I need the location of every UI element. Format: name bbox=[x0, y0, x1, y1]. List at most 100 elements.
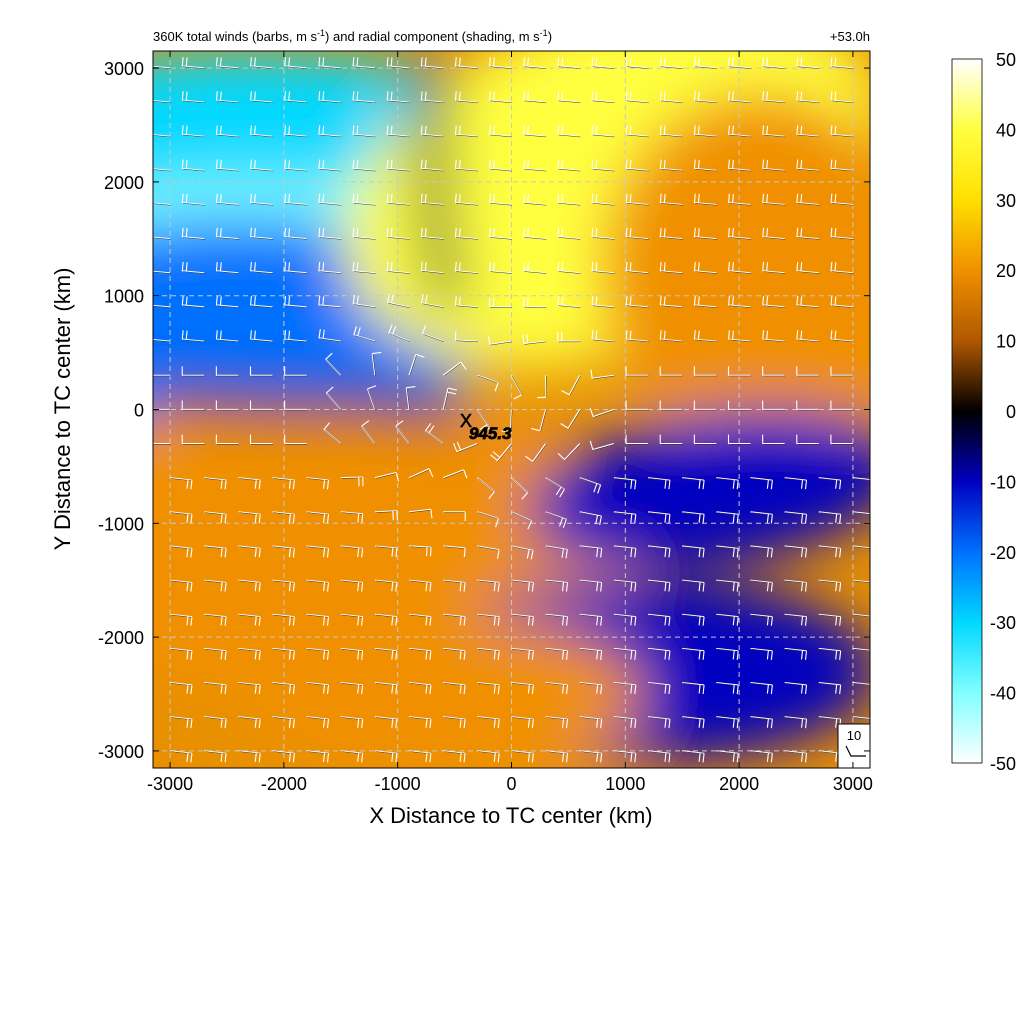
wind-barb bbox=[489, 125, 513, 138]
x-tick-label: -3000 bbox=[147, 774, 193, 794]
wind-barb bbox=[647, 750, 671, 763]
wind-barb bbox=[238, 613, 261, 626]
wind-barb bbox=[613, 545, 637, 558]
wind-barb bbox=[728, 193, 752, 206]
colorbar-tick-label: 30 bbox=[996, 191, 1016, 211]
wind-barb bbox=[340, 476, 364, 487]
wind-barb bbox=[830, 227, 854, 240]
wind-barb bbox=[454, 227, 478, 240]
wind-barb bbox=[420, 91, 444, 104]
wind-barb bbox=[796, 57, 820, 69]
y-axis: -3000 -2000 -1000 0 1000 2000 3000 bbox=[98, 59, 870, 762]
wind-barb bbox=[830, 125, 854, 138]
wind-barb bbox=[557, 159, 581, 172]
wind-barb bbox=[238, 579, 261, 592]
wind-barb bbox=[284, 400, 308, 411]
wind-barb bbox=[728, 91, 752, 104]
wind-barb bbox=[728, 296, 752, 308]
wind-barb bbox=[591, 227, 615, 240]
wind-barb bbox=[613, 716, 637, 729]
wind-barb bbox=[716, 750, 739, 763]
wind-barb bbox=[625, 159, 649, 172]
x-axis: -3000 -2000 -1000 0 1000 2000 3000 bbox=[147, 51, 873, 794]
x-axis-label: X Distance to TC center (km) bbox=[369, 803, 652, 828]
wind-barb bbox=[169, 750, 193, 763]
y-tick-label: -1000 bbox=[98, 514, 144, 534]
wind-barb bbox=[386, 293, 410, 308]
valid-time-label: +53.0h bbox=[830, 29, 870, 44]
wind-barb bbox=[523, 125, 547, 138]
wind-barb bbox=[727, 434, 752, 445]
wind-barb bbox=[545, 750, 569, 763]
wind-barb bbox=[784, 477, 808, 490]
wind-barb bbox=[238, 477, 261, 490]
wind-barb bbox=[272, 477, 295, 490]
wind-barb bbox=[579, 681, 603, 695]
wind-barb bbox=[796, 261, 820, 274]
wind-barb bbox=[647, 613, 671, 626]
wind-barb bbox=[682, 681, 705, 695]
wind-barb bbox=[215, 57, 239, 69]
wind-barb bbox=[716, 477, 739, 490]
wind-barb bbox=[272, 681, 295, 695]
wind-barb bbox=[531, 409, 547, 432]
wind-barb bbox=[693, 159, 717, 172]
wind-barb bbox=[374, 510, 398, 521]
wind-barb bbox=[250, 227, 274, 240]
wind-barb bbox=[693, 366, 717, 377]
wind-barb bbox=[477, 750, 500, 763]
wind-barb bbox=[716, 545, 739, 558]
wind-barb bbox=[443, 613, 466, 626]
wind-barb bbox=[716, 613, 739, 626]
wind-barb bbox=[728, 57, 752, 69]
wind-barb bbox=[204, 681, 227, 695]
wind-barb bbox=[579, 511, 603, 526]
wind-barb bbox=[647, 477, 671, 490]
wind-barb bbox=[352, 125, 376, 138]
wind-barb bbox=[215, 261, 239, 274]
wind-barb bbox=[557, 125, 581, 138]
wind-barb bbox=[443, 545, 466, 558]
wind-barb bbox=[613, 647, 637, 660]
wind-barb bbox=[477, 716, 500, 729]
wind-barb bbox=[374, 471, 399, 482]
y-tick-label: 0 bbox=[134, 401, 144, 421]
wind-barb bbox=[728, 330, 752, 343]
wind-barb bbox=[153, 374, 171, 377]
wind-barb bbox=[818, 613, 842, 626]
wind-barb bbox=[784, 647, 808, 660]
wind-barb bbox=[325, 386, 342, 411]
wind-barb bbox=[374, 716, 398, 729]
wind-barb bbox=[153, 330, 171, 343]
wind-barb bbox=[796, 91, 820, 104]
wind-barb bbox=[284, 330, 308, 343]
wind-barb bbox=[204, 716, 227, 729]
wind-barb bbox=[374, 681, 398, 695]
wind-barb bbox=[613, 750, 637, 763]
wind-barb bbox=[589, 408, 615, 418]
wind-barb bbox=[750, 750, 773, 763]
wind-barb bbox=[830, 193, 854, 206]
colorbar-ticks: 50 40 30 20 10 0 -10 -20 -30 -40 -50 bbox=[990, 50, 1016, 774]
wind-barb bbox=[830, 330, 854, 343]
wind-barb bbox=[340, 613, 364, 626]
wind-barb bbox=[386, 261, 410, 274]
y-tick-label: 3000 bbox=[104, 59, 144, 79]
wind-barb bbox=[181, 91, 205, 104]
wind-barb bbox=[523, 91, 547, 104]
wind-barb bbox=[762, 296, 786, 308]
wind-barb bbox=[250, 159, 274, 172]
wind-barb bbox=[238, 545, 261, 558]
wind-barb bbox=[511, 579, 534, 592]
wind-barb bbox=[716, 681, 739, 695]
reference-barb-box: 10 bbox=[837, 723, 871, 769]
wind-barb bbox=[408, 613, 432, 626]
wind-barb bbox=[318, 159, 342, 172]
wind-barb bbox=[557, 57, 581, 69]
wind-barb bbox=[204, 477, 227, 490]
wind-barb bbox=[405, 386, 416, 411]
wind-barb bbox=[659, 434, 683, 445]
wind-barb bbox=[306, 681, 330, 695]
wind-barb bbox=[545, 613, 569, 626]
